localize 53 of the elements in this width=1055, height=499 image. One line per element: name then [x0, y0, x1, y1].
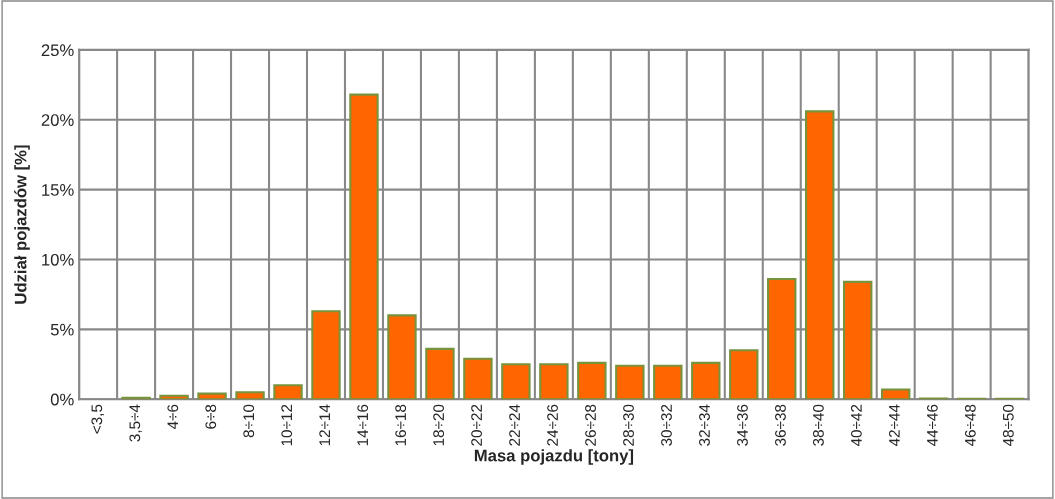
x-tick-label: 44÷46 — [926, 404, 938, 447]
bar — [691, 361, 721, 400]
y-tick-label: 5% — [50, 323, 74, 336]
bar — [729, 349, 759, 400]
x-tick-label: 46÷48 — [964, 404, 976, 447]
y-axis-title: Udział pojazdów [%] — [14, 145, 30, 304]
bar — [273, 384, 303, 400]
bar — [197, 392, 227, 400]
x-tick-label: 14÷16 — [357, 404, 369, 446]
bar — [767, 278, 797, 400]
x-tick-label: 32÷34 — [699, 404, 710, 446]
x-tick-label: 28÷30 — [623, 404, 634, 446]
bar — [349, 93, 379, 400]
x-tick-label: 3,5÷4 — [129, 404, 142, 442]
x-tick-label: 42÷44 — [888, 404, 900, 447]
bar — [387, 314, 417, 400]
x-tick-label: 18÷20 — [433, 404, 445, 446]
x-tick-label: 4÷6 — [167, 404, 179, 430]
bar — [539, 363, 569, 400]
x-tick-label: 22÷24 — [509, 404, 520, 446]
bar — [653, 364, 683, 400]
x-tick-label: 36÷38 — [775, 404, 786, 446]
bar — [235, 391, 265, 400]
x-tick-label: 30÷32 — [661, 404, 672, 446]
x-tick-label: 6÷8 — [205, 404, 217, 429]
y-tick-label: 15% — [42, 184, 74, 196]
x-tick-label: 48÷50 — [1002, 404, 1014, 447]
y-tick-label: 10% — [42, 253, 74, 266]
bar — [463, 357, 493, 400]
x-tick-label: 16÷18 — [395, 404, 407, 446]
y-tick-label: 20% — [41, 114, 74, 126]
bar — [843, 280, 873, 400]
x-tick-label: 12÷14 — [319, 404, 330, 446]
x-tick-label: 34÷36 — [737, 404, 748, 446]
bar — [615, 364, 645, 400]
bar — [880, 388, 911, 400]
x-tick-label: 24÷26 — [547, 404, 558, 446]
y-tick-label: 25% — [41, 44, 74, 57]
x-tick-label: 26÷28 — [585, 404, 596, 446]
bar — [501, 363, 531, 400]
y-tick-label: 0% — [50, 393, 74, 406]
x-tick-label: 40÷42 — [851, 404, 862, 447]
x-tick-label: 20÷22 — [471, 404, 483, 446]
bar — [805, 110, 835, 400]
bar — [311, 310, 341, 400]
bar — [425, 347, 455, 400]
x-tick-label: 10÷12 — [281, 404, 293, 446]
bar — [159, 394, 189, 400]
x-tick-label: 8÷10 — [243, 404, 255, 438]
x-axis-title: Masa pojazdu [tony] — [474, 449, 634, 465]
bar — [577, 361, 607, 400]
x-tick-label: <3,5 — [91, 404, 105, 434]
x-tick-label: 38÷40 — [813, 404, 824, 446]
